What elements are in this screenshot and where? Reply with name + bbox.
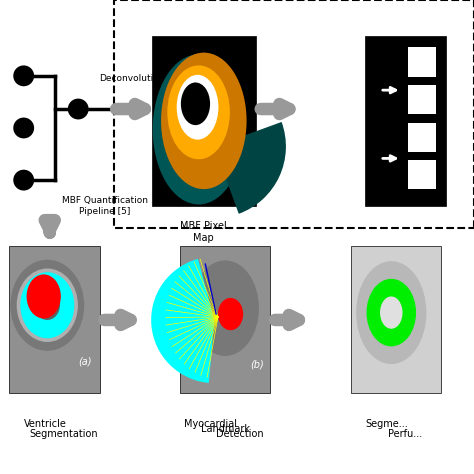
Text: Landmark: Landmark xyxy=(201,424,250,434)
Wedge shape xyxy=(214,122,286,214)
Text: (b): (b) xyxy=(251,359,264,369)
Ellipse shape xyxy=(17,268,78,342)
Bar xyxy=(180,246,270,393)
Ellipse shape xyxy=(20,272,74,338)
Ellipse shape xyxy=(10,260,84,351)
Bar xyxy=(408,85,436,114)
Bar xyxy=(408,160,436,189)
Circle shape xyxy=(13,65,34,86)
Text: Deconvolution: Deconvolution xyxy=(100,74,165,82)
Text: (a): (a) xyxy=(78,356,92,366)
Text: Myocardial: Myocardial xyxy=(184,419,237,429)
Ellipse shape xyxy=(356,261,427,364)
Bar xyxy=(408,123,436,152)
Circle shape xyxy=(13,118,34,138)
Ellipse shape xyxy=(35,291,60,320)
Text: Ventricle: Ventricle xyxy=(24,419,66,429)
Ellipse shape xyxy=(167,65,230,159)
Ellipse shape xyxy=(153,55,245,204)
Ellipse shape xyxy=(161,53,246,189)
Wedge shape xyxy=(151,259,214,383)
Ellipse shape xyxy=(366,279,416,346)
Ellipse shape xyxy=(27,274,61,319)
Ellipse shape xyxy=(380,296,402,329)
Text: MBF Quantification
Pipeline [5]: MBF Quantification Pipeline [5] xyxy=(62,197,147,216)
Bar xyxy=(365,36,446,206)
Circle shape xyxy=(68,99,89,119)
Bar xyxy=(408,47,436,76)
Bar xyxy=(9,246,100,393)
Bar xyxy=(152,36,256,206)
Ellipse shape xyxy=(191,260,259,356)
Bar xyxy=(114,0,474,228)
Circle shape xyxy=(13,170,34,191)
Ellipse shape xyxy=(181,82,210,125)
Text: Detection: Detection xyxy=(216,429,263,439)
Text: Segmentation: Segmentation xyxy=(30,429,98,439)
Bar xyxy=(351,246,441,393)
Text: Perfu...: Perfu... xyxy=(388,429,422,439)
Ellipse shape xyxy=(218,298,243,330)
Ellipse shape xyxy=(177,75,219,140)
Text: Segme...: Segme... xyxy=(365,419,408,429)
Text: MBF Pixel
Map: MBF Pixel Map xyxy=(181,221,227,243)
